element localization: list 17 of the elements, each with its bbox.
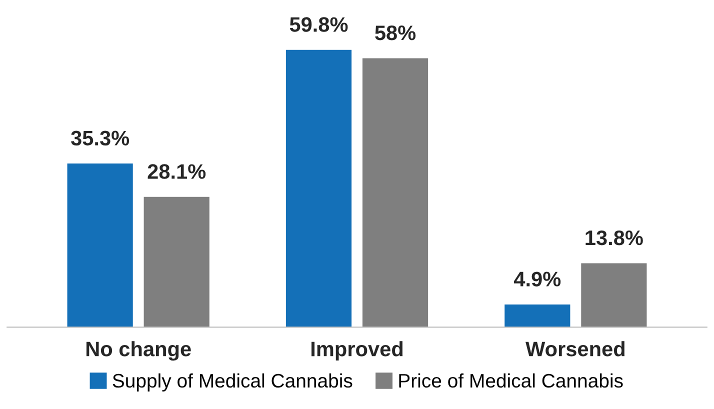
x-tick-label: No change: [86, 341, 191, 361]
x-tick-label: Improved: [312, 341, 403, 361]
data-label: 13.8%: [586, 230, 643, 246]
data-label: 58%: [375, 26, 416, 40]
data-label: 59.8%: [290, 17, 348, 32]
bar: [504, 304, 570, 328]
bar: [67, 164, 133, 328]
data-label: 35.3%: [71, 130, 130, 146]
x-tick-label: Worsened: [526, 341, 624, 356]
legend-label: Supply of Medical Cannabis: [112, 373, 352, 392]
data-label: 28.1%: [148, 164, 206, 179]
bar: [286, 50, 352, 328]
legend-label: Price of Medical Cannabis: [399, 373, 623, 388]
data-label: 4.9%: [514, 272, 561, 286]
bar: [581, 263, 647, 328]
bar: [362, 58, 428, 328]
bar: [144, 196, 210, 328]
